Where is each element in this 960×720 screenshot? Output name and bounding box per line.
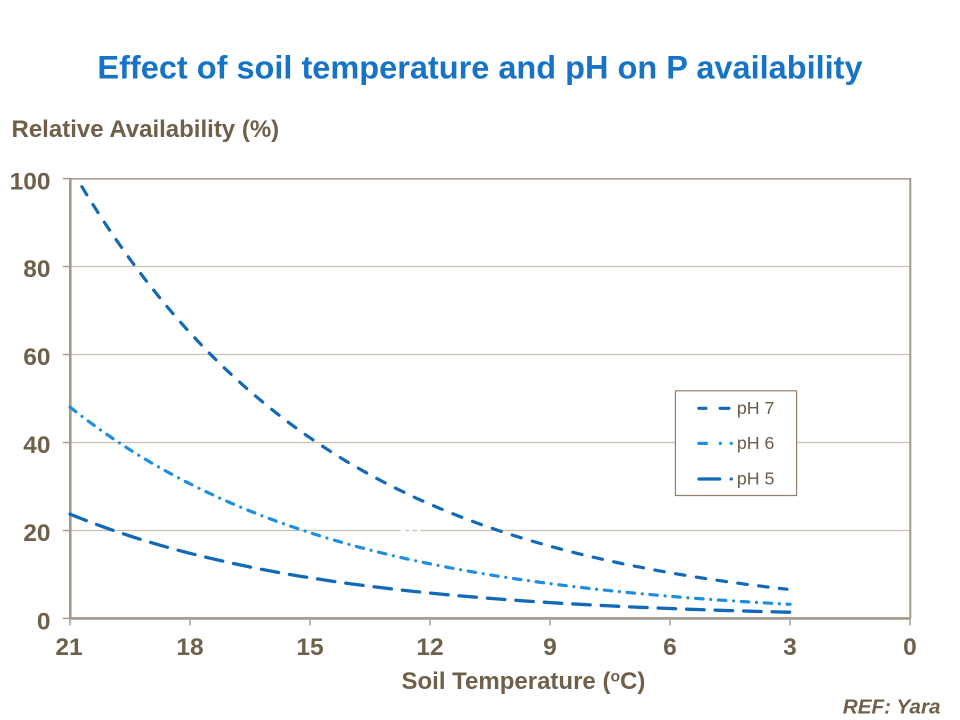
svg-text:0: 0 <box>37 608 51 635</box>
svg-text:80: 80 <box>23 256 50 283</box>
svg-text:3: 3 <box>783 634 797 661</box>
svg-text:12: 12 <box>416 634 443 661</box>
svg-text:20: 20 <box>23 520 50 547</box>
svg-text:pH 7: pH 7 <box>737 398 775 418</box>
svg-text:100: 100 <box>10 168 51 195</box>
svg-text:20: 20 <box>394 518 421 545</box>
svg-text:pH 6: pH 6 <box>737 433 775 453</box>
svg-text:18: 18 <box>176 634 203 661</box>
svg-text:REF: Yara: REF: Yara <box>843 696 941 719</box>
svg-text:21: 21 <box>55 634 82 661</box>
svg-text:Relative Availability (%): Relative Availability (%) <box>12 116 280 143</box>
svg-text:9: 9 <box>543 634 557 661</box>
svg-text:15: 15 <box>296 634 323 661</box>
svg-text:0: 0 <box>903 634 917 661</box>
svg-text:6: 6 <box>663 634 677 661</box>
svg-text:Soil Temperature (oC): Soil Temperature (oC) <box>402 668 646 695</box>
svg-text:60: 60 <box>23 344 50 371</box>
svg-text:40: 40 <box>23 432 50 459</box>
svg-text:Effect of soil temperature and: Effect of soil temperature and pH on P a… <box>97 50 862 86</box>
svg-text:pH 5: pH 5 <box>737 469 775 489</box>
